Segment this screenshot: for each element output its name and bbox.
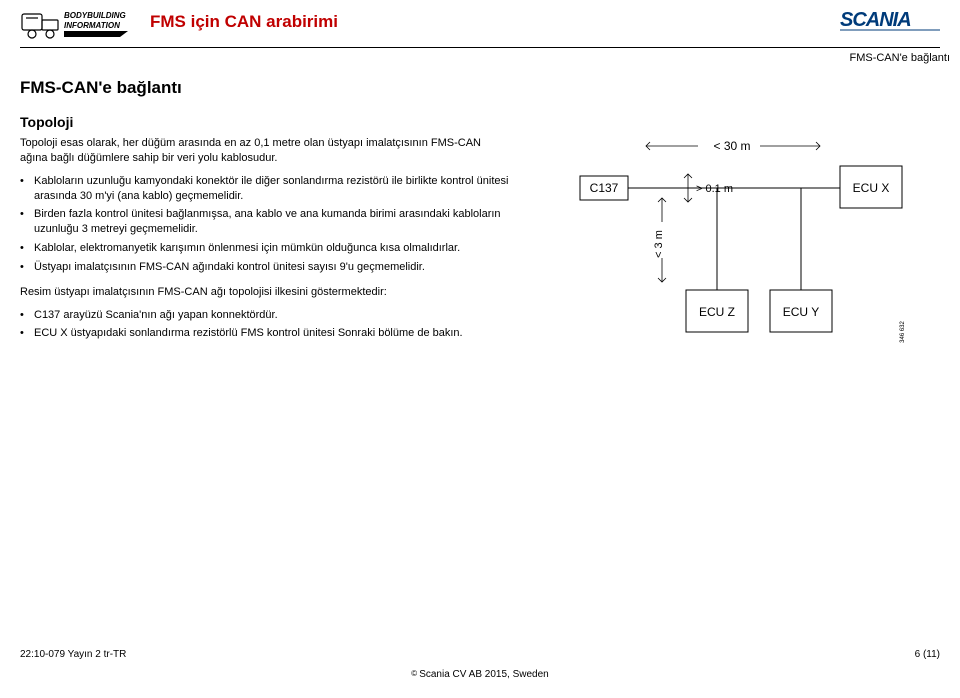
svg-text:C137: C137 (590, 181, 619, 195)
bullet-list-a: Kabloların uzunluğu kamyondaki konektör … (20, 174, 510, 275)
svg-text:SCANIA: SCANIA (840, 9, 911, 31)
topology-diagram: < 30 m C137 ECU X > 0.1 m (570, 132, 910, 362)
intro-paragraph: Topoloji esas olarak, her düğüm arasında… (20, 136, 510, 166)
list-item: Kabloların uzunluğu kamyondaki konektör … (20, 174, 510, 204)
list-item: C137 arayüzü Scania'nın ağı yapan konnek… (20, 308, 510, 323)
list-item: Birden fazla kontrol ünitesi bağlanmışsa… (20, 207, 510, 237)
list-item: Üstyapı imalatçısının FMS-CAN ağındaki k… (20, 260, 510, 275)
svg-text:346 632: 346 632 (900, 321, 906, 343)
footer-center: ©Scania CV AB 2015, Sweden (20, 669, 940, 680)
svg-text:ECU X: ECU X (853, 181, 890, 195)
bullet-list-b: C137 arayüzü Scania'nın ağı yapan konnek… (20, 308, 510, 342)
svg-text:< 3 m: < 3 m (653, 230, 665, 258)
mid-paragraph: Resim üstyapı imalatçısının FMS-CAN ağı … (20, 285, 510, 300)
subsection-title: Topoloji (20, 114, 510, 130)
svg-text:> 0.1 m: > 0.1 m (696, 183, 733, 195)
svg-text:BODYBUILDING: BODYBUILDING (64, 11, 126, 20)
scania-logo: SCANIA (840, 6, 940, 32)
bodybuilding-logo: BODYBUILDING INFORMATION (20, 6, 130, 44)
list-item: ECU X üstyapıdaki sonlandırma rezistörlü… (20, 326, 510, 341)
footer-left: 22:10-079 Yayın 2 tr-TR (20, 649, 126, 660)
document-title: FMS için CAN arabirimi (150, 12, 338, 32)
svg-text:ECU Y: ECU Y (783, 305, 819, 319)
svg-text:INFORMATION: INFORMATION (64, 21, 120, 30)
svg-text:< 30 m: < 30 m (713, 139, 750, 153)
header-subtitle: FMS-CAN'e bağlantı (849, 52, 950, 64)
section-title: FMS-CAN'e bağlantı (20, 78, 940, 98)
svg-text:ECU Z: ECU Z (699, 305, 735, 319)
list-item: Kablolar, elektromanyetik karışımın önle… (20, 241, 510, 256)
footer-right: 6 (11) (915, 649, 940, 660)
